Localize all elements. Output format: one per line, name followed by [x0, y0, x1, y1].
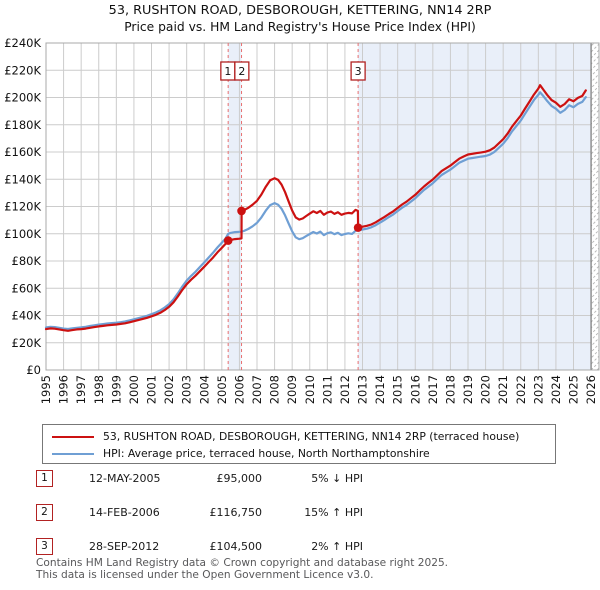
property-price-line [44, 84, 587, 332]
sale-row-2: 2 14-FEB-2006 £116,750 15% ↑ HPI [36, 504, 576, 522]
x-tick-label: 2011 [320, 375, 334, 404]
x-tick-label: 1995 [39, 375, 53, 404]
y-tick-label: £60K [12, 281, 42, 295]
sale-3-hpi-delta: 2% ↑ HPI [311, 540, 363, 553]
x-tick-label: 2018 [443, 375, 457, 404]
x-tick-label: 2020 [479, 375, 493, 404]
x-tick-label: 1998 [92, 375, 106, 404]
sale-label-text-3: 3 [355, 65, 362, 78]
y-tick-label: £180K [4, 118, 41, 132]
legend-item-hpi: HPI: Average price, terraced house, Nort… [43, 445, 555, 462]
x-tick-label: 2025 [567, 375, 581, 404]
sale-label-text-2: 2 [238, 65, 245, 78]
hpi-line [44, 91, 587, 331]
y-tick-label: £220K [4, 63, 41, 77]
x-tick-label: 2021 [496, 375, 510, 404]
y-tick-label: £200K [4, 91, 41, 105]
y-tick-label: £120K [4, 200, 41, 214]
sale-1-price: £95,000 [216, 472, 263, 485]
y-tick-label: £160K [4, 145, 41, 159]
sale-1-date: 12-MAY-2005 [89, 472, 161, 485]
sale-2-number-badge: 2 [36, 504, 53, 521]
x-tick-label: 2003 [180, 375, 194, 404]
x-tick-label: 2013 [356, 375, 370, 404]
sale-label-box-2 [234, 61, 250, 81]
sale-label-box-3 [350, 61, 366, 81]
footer-line-1: Contains HM Land Registry data © Crown c… [36, 557, 449, 569]
x-tick-label: 2014 [373, 375, 387, 404]
license-footer: Contains HM Land Registry data © Crown c… [36, 557, 449, 581]
x-tick-label: 2006 [232, 375, 246, 404]
y-tick-label: £80K [12, 254, 42, 268]
sale-point-1 [223, 236, 233, 245]
price-chart-plot: 1 2 3 £0 £20K £40K £60K £80K £100K £120K £140K £160… [4, 36, 600, 404]
x-tick-label: 2022 [514, 375, 528, 404]
sale-point-2 [237, 206, 246, 216]
sale-3-date: 28-SEP-2012 [89, 540, 160, 553]
x-tick-label: 2002 [162, 375, 176, 404]
x-tick-label: 2012 [338, 375, 352, 404]
x-tick-label: 2007 [250, 375, 264, 404]
y-tick-label: £100K [4, 227, 41, 241]
sale-3-price: £104,500 [209, 540, 263, 553]
hpi-line-swatch [52, 453, 94, 455]
sale-row-1: 1 12-MAY-2005 £95,000 5% ↓ HPI [36, 470, 576, 488]
sale-1-number-badge: 1 [36, 470, 53, 487]
x-tick-label: 2001 [145, 375, 159, 404]
x-tick-label: 2023 [531, 375, 545, 404]
sale-label-text-1: 1 [224, 65, 231, 78]
y-tick-label: £40K [12, 309, 42, 323]
x-tick-label: 2000 [127, 375, 141, 404]
x-tick-label: 2009 [285, 375, 299, 404]
legend-label-property: 53, RUSHTON ROAD, DESBOROUGH, KETTERING,… [103, 430, 520, 443]
y-tick-label: £0 [26, 363, 41, 377]
y-tick-label: £140K [4, 172, 41, 186]
sale-2-date: 14-FEB-2006 [89, 506, 160, 519]
sale-2-hpi-delta: 15% ↑ HPI [304, 506, 363, 519]
page-subtitle: Price paid vs. HM Land Registry's House … [124, 20, 476, 34]
x-tick-label: 1996 [57, 375, 71, 404]
footer-line-2: This data is licensed under the Open Gov… [36, 568, 374, 581]
x-tick-label: 2005 [215, 375, 229, 404]
future-hatch-region [591, 43, 600, 370]
x-tick-label: 2004 [197, 375, 211, 404]
sale-3-number-badge: 3 [36, 538, 53, 555]
sale-1-hpi-delta: 5% ↓ HPI [311, 472, 363, 485]
chart-legend: 53, RUSHTON ROAD, DESBOROUGH, KETTERING,… [42, 424, 556, 464]
page-title: 53, RUSHTON ROAD, DESBOROUGH, KETTERING,… [108, 3, 492, 18]
sale-row-3: 3 28-SEP-2012 £104,500 2% ↑ HPI [36, 538, 576, 556]
sale-2-price: £116,750 [209, 506, 263, 519]
x-tick-label: 2019 [461, 375, 475, 404]
x-tick-label: 1999 [109, 375, 123, 404]
y-tick-label: £20K [12, 336, 42, 350]
legend-label-hpi: HPI: Average price, terraced house, Nort… [103, 447, 430, 460]
x-tick-label: 2008 [268, 375, 282, 404]
legend-item-property: 53, RUSHTON ROAD, DESBOROUGH, KETTERING,… [43, 428, 555, 445]
x-tick-label: 2026 [584, 375, 598, 404]
x-tick-label: 1997 [74, 375, 88, 404]
sale-point-3 [353, 223, 363, 232]
x-tick-label: 2017 [426, 375, 440, 404]
x-tick-label: 2016 [408, 375, 422, 404]
y-tick-label: £240K [4, 36, 41, 50]
x-tick-label: 2010 [303, 375, 317, 404]
property-line-swatch [52, 436, 94, 438]
x-tick-label: 2015 [391, 375, 405, 404]
x-tick-label: 2024 [549, 375, 563, 404]
